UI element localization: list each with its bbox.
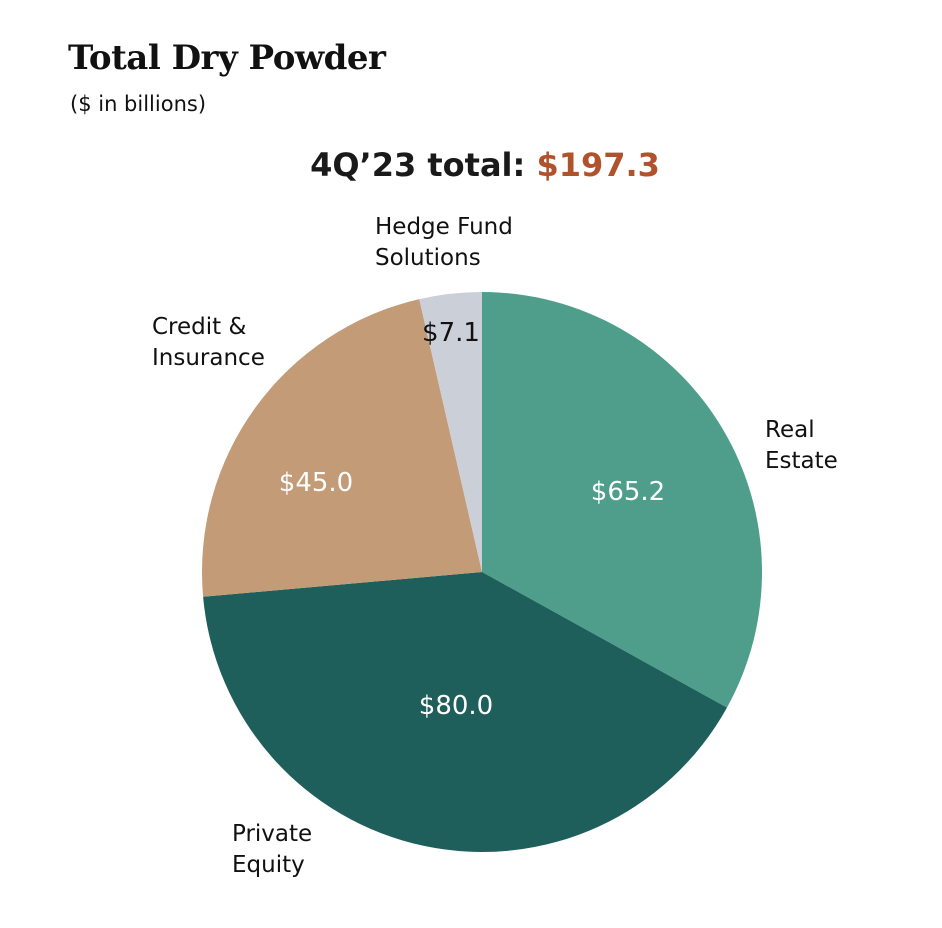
total-summary: 4Q’23 total: $197.3 — [0, 146, 942, 184]
pie-slice-hedge-fund-solutions — [419, 292, 482, 572]
value-label-real-estate: $65.2 — [591, 477, 665, 507]
value-label-hedge-fund-solutions: $7.1 — [422, 318, 480, 348]
chart-title: Total Dry Powder — [68, 38, 386, 78]
category-label-hedge-fund-solutions: Hedge Fund Solutions — [375, 214, 513, 271]
pie-slice-private-equity — [203, 572, 727, 852]
pie-slice-real-estate — [482, 292, 762, 708]
category-label-private-equity: Private Equity — [232, 821, 312, 878]
category-label-real-estate: Real Estate — [765, 417, 838, 474]
value-label-credit-insurance: $45.0 — [279, 468, 353, 498]
category-label-credit-insurance: Credit & Insurance — [152, 314, 265, 371]
pie-slice-credit-insurance — [201, 299, 482, 597]
total-label: 4Q’23 total: — [310, 146, 526, 184]
total-value: $197.3 — [536, 146, 660, 184]
chart-subtitle: ($ in billions) — [70, 92, 207, 116]
value-label-private-equity: $80.0 — [419, 691, 493, 721]
